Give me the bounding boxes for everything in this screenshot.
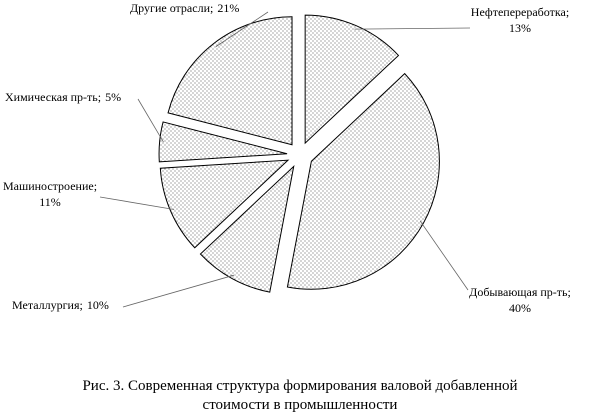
slice-value-label: 21% xyxy=(217,1,239,15)
slice-label: Машиностроение; xyxy=(3,179,97,193)
leader-line xyxy=(137,98,164,143)
leader-line xyxy=(215,11,269,47)
slice-value-label: 40% xyxy=(509,301,531,315)
slice-value-label: 11% xyxy=(39,195,61,209)
slice-label: Металлургия; 10% xyxy=(12,298,109,312)
leader-line xyxy=(354,27,471,30)
leader-line xyxy=(122,274,235,308)
pie-slice xyxy=(167,16,293,146)
slice-label: Нефтепереработка; xyxy=(471,5,569,19)
leader-line xyxy=(99,196,175,210)
slice-value-label: 13% xyxy=(509,21,531,35)
slice-label: Химическая пр-ть; 5% xyxy=(5,90,121,104)
slice-category: Металлургия; xyxy=(12,298,83,312)
pie-slice xyxy=(286,72,440,290)
slice-category: Другие отрасли; xyxy=(130,1,213,15)
pie-slice xyxy=(304,14,400,145)
caption: стоимости в промышленности xyxy=(203,397,398,413)
slice-label: Добывающая пр-ть; xyxy=(469,285,571,299)
slice-value-label: 10% xyxy=(87,298,109,312)
pie-slice xyxy=(159,159,290,249)
caption: Рис. 3. Современная структура формирован… xyxy=(82,378,517,394)
slice-category: Химическая пр-ть; xyxy=(5,90,101,104)
slice-value-label: 5% xyxy=(105,90,121,104)
pie-slice xyxy=(158,121,288,163)
pie-slice xyxy=(199,164,295,293)
leader-line xyxy=(419,220,469,291)
slice-label: Другие отрасли; 21% xyxy=(130,1,239,15)
